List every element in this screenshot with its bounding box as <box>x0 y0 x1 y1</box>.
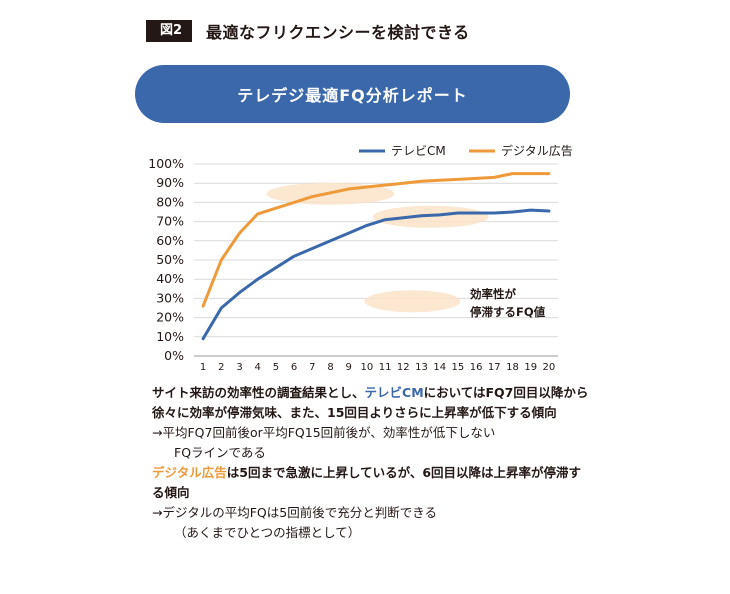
note-tv-conclusion-a: →平均FQ7回前後or平均FQ15回前後が、効率性が低下しない <box>152 425 496 440</box>
x-axis-labels: 1 2 3 4 5 6 7 8 9 10 11 12 13 14 15 16 17 18 19 20 <box>200 362 555 373</box>
note-tv-highlight: テレビCM <box>364 385 424 400</box>
note-tv-conclusion-b: FQラインである <box>174 445 266 460</box>
x-tick-label: 7 <box>309 362 315 373</box>
y-tick-label: 40% <box>156 271 184 286</box>
series-line <box>201 208 551 341</box>
x-tick-label: 15 <box>452 362 465 373</box>
x-tick-label: 20 <box>543 362 556 373</box>
figure-label: 図2 <box>146 20 192 42</box>
note-digital: デジタル広告は5回まで急激に上昇しているが、6回目以降は上昇率が停滞する傾向 <box>152 463 592 503</box>
x-tick-label: 2 <box>218 362 224 373</box>
y-tick-label: 30% <box>156 290 184 305</box>
y-tick-label: 90% <box>156 175 184 190</box>
note-digital-conclusion: →デジタルの平均FQは5回前後で充分と判断できる <box>152 505 437 520</box>
notes: サイト来訪の効率性の調査結果とし、テレビCMにおいてはFQ7回目以降から徐々に効… <box>152 383 592 543</box>
figure-header: 図2 最適なフリクエンシーを検討できる <box>146 18 470 44</box>
y-tick-label: 70% <box>156 214 184 229</box>
y-tick-label: 60% <box>156 233 184 248</box>
y-tick-label: 100% <box>148 156 184 171</box>
x-tick-label: 10 <box>361 362 374 373</box>
series-line <box>201 172 551 308</box>
legend-label: デジタル広告 <box>501 143 573 158</box>
x-tick-label: 6 <box>291 362 297 373</box>
note-digital-text: は5回まで急激に上昇しているが、6回目以降は上昇率が停滞する傾向 <box>152 465 582 500</box>
note-tv-conclusion: →平均FQ7回前後or平均FQ15回前後が、効率性が低下しない <box>152 423 592 443</box>
x-tick-label: 14 <box>433 362 446 373</box>
annotation-line: 効率性が <box>470 287 516 301</box>
x-tick-label: 13 <box>415 362 428 373</box>
note-digital-conclusion-b: （あくまでひとつの指標として） <box>174 525 361 540</box>
legend-label: テレビCM <box>391 144 446 158</box>
highlight-ellipse <box>364 290 461 313</box>
x-tick-label: 16 <box>470 362 483 373</box>
y-axis-labels: 0% 10% 20% 30% 40% 50% 60% 70% 80% 90% 100% <box>148 156 184 363</box>
x-tick-label: 19 <box>524 362 537 373</box>
note-tv: サイト来訪の効率性の調査結果とし、テレビCMにおいてはFQ7回目以降から徐々に効… <box>152 383 592 423</box>
note-digital-highlight: デジタル広告 <box>152 465 227 480</box>
annotation-line: 停滞するFQ値 <box>470 305 546 319</box>
note-tv-text-b: においてはFQ7回目以降から徐々に効率が停滞気味、また、15回目よりさらに上昇率… <box>152 385 589 420</box>
legend: テレビCM デジタル広告 <box>359 143 573 158</box>
x-tick-label: 17 <box>488 362 501 373</box>
x-tick-label: 1 <box>200 362 206 373</box>
y-tick-label: 20% <box>156 310 184 325</box>
x-tick-label: 11 <box>379 362 392 373</box>
x-tick-label: 18 <box>506 362 519 373</box>
x-tick-label: 5 <box>273 362 279 373</box>
y-tick-label: 0% <box>164 348 184 363</box>
x-tick-label: 12 <box>397 362 410 373</box>
series-lines <box>201 172 551 341</box>
y-tick-label: 80% <box>156 194 184 209</box>
y-tick-label: 50% <box>156 252 184 267</box>
figure-title: 最適なフリクエンシーを検討できる <box>206 23 470 42</box>
x-tick-label: 9 <box>346 362 352 373</box>
y-tick-label: 10% <box>156 329 184 344</box>
report-banner: テレデジ最適FQ分析レポート <box>135 65 570 123</box>
x-tick-label: 8 <box>327 362 333 373</box>
note-tv-text-a: サイト来訪の効率性の調査結果とし、 <box>152 385 365 400</box>
x-tick-label: 4 <box>255 362 261 373</box>
chart-grid <box>194 163 558 357</box>
x-tick-label: 3 <box>236 362 242 373</box>
